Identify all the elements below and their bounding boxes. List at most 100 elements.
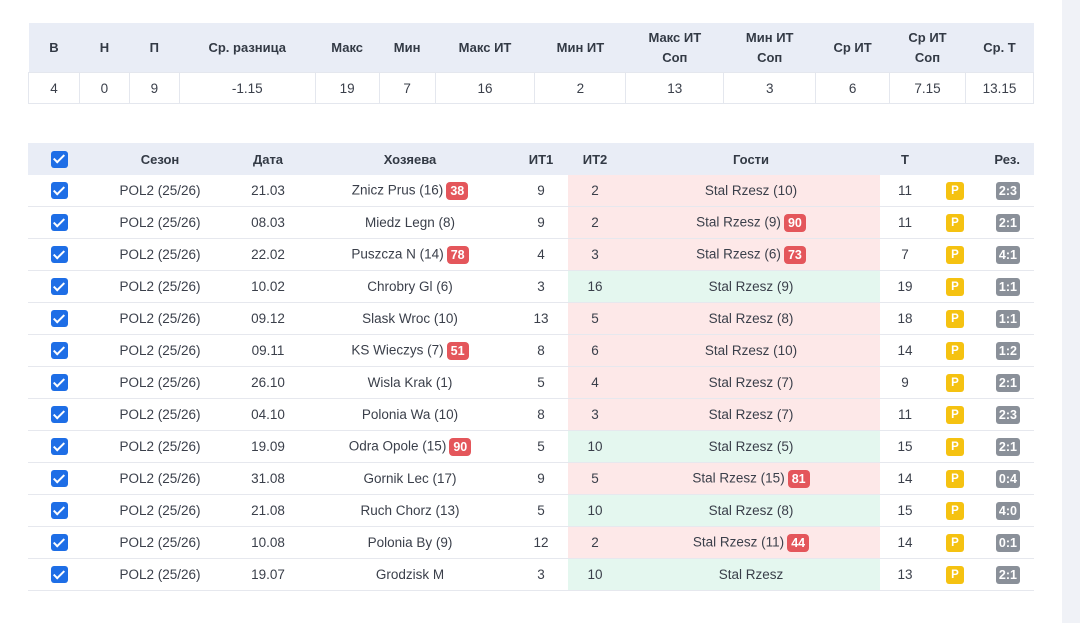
guest-team-name[interactable]: Stal Rzesz (7) — [708, 407, 794, 422]
result-badge[interactable]: 0:1 — [995, 533, 1020, 552]
row-guest[interactable]: Stal Rzesz (11) 44 — [622, 526, 880, 559]
table-row[interactable]: POL2 (25/26) 10.08 Polonia By (9) 12 2 Stal R… — [28, 526, 1034, 559]
guest-team-name[interactable]: Stal Rzesz (5) — [708, 439, 794, 454]
row-checkbox[interactable] — [28, 334, 90, 367]
guest-team-name[interactable]: Stal Rzesz (15) — [692, 470, 785, 486]
header-season[interactable]: Сезон — [90, 143, 230, 175]
row-guest[interactable]: Stal Rzesz (10) — [622, 334, 880, 367]
guest-team-name[interactable]: Stal Rzesz — [718, 567, 784, 582]
p-badge[interactable]: P — [946, 437, 964, 456]
p-badge[interactable]: P — [946, 469, 964, 488]
guest-team-name[interactable]: Stal Rzesz (6) — [696, 246, 781, 262]
row-guest[interactable]: Stal Rzesz (9) — [622, 270, 880, 303]
guest-team-name[interactable]: Stal Rzesz (11) — [692, 534, 785, 550]
row-home[interactable]: Odra Opole (15) 90 — [306, 430, 514, 463]
guest-team-name[interactable]: Stal Rzesz (8) — [708, 503, 794, 518]
home-team-name[interactable]: Grodzisk M — [375, 567, 445, 582]
header-it2[interactable]: ИТ2 — [568, 143, 622, 175]
result-badge[interactable]: 1:1 — [995, 277, 1020, 296]
row-home[interactable]: Chrobry Gl (6) — [306, 270, 514, 303]
header-result[interactable]: Рез. — [980, 143, 1034, 175]
home-team-name[interactable]: Polonia By (9) — [367, 535, 453, 550]
checkbox-checked-icon[interactable] — [50, 374, 68, 391]
row-guest[interactable]: Stal Rzesz (9) 90 — [622, 206, 880, 239]
home-team-name[interactable]: Chrobry Gl (6) — [367, 279, 453, 294]
home-team-name[interactable]: Slask Wroc (10) — [362, 311, 458, 326]
row-checkbox[interactable] — [28, 494, 90, 527]
p-badge[interactable]: P — [946, 181, 964, 200]
result-badge[interactable]: 2:1 — [995, 213, 1020, 232]
row-guest[interactable]: Stal Rzesz (7) — [622, 366, 880, 399]
row-home[interactable]: KS Wieczys (7) 51 — [306, 334, 514, 367]
result-badge[interactable]: 2:3 — [995, 405, 1020, 424]
table-row[interactable]: POL2 (25/26) 09.12 Slask Wroc (10) 13 5 Stal … — [28, 302, 1034, 335]
checkbox-checked-icon[interactable] — [50, 470, 68, 487]
result-badge[interactable]: 4:1 — [995, 245, 1020, 264]
result-badge[interactable]: 1:2 — [995, 341, 1020, 360]
home-team-name[interactable]: Wisla Krak (1) — [367, 375, 453, 390]
row-guest[interactable]: Stal Rzesz (6) 73 — [622, 238, 880, 271]
checkbox-checked-icon[interactable] — [50, 278, 68, 295]
home-team-name[interactable]: Polonia Wa (10) — [361, 407, 459, 422]
p-badge[interactable]: P — [946, 565, 964, 584]
row-guest[interactable]: Stal Rzesz (15) 81 — [622, 462, 880, 495]
guest-team-name[interactable]: Stal Rzesz (7) — [708, 375, 794, 390]
row-checkbox[interactable] — [28, 558, 90, 591]
checkbox-checked-icon[interactable] — [50, 502, 68, 519]
table-row[interactable]: POL2 (25/26) 04.10 Polonia Wa (10) 8 3 Stal R… — [28, 398, 1034, 431]
table-row[interactable]: POL2 (25/26) 08.03 Miedz Legn (8) 9 2 Stal Rz… — [28, 206, 1034, 239]
result-badge[interactable]: 4:0 — [995, 501, 1020, 520]
table-row[interactable]: POL2 (25/26) 21.08 Ruch Chorz (13) 5 10 Stal … — [28, 494, 1034, 527]
checkbox-checked-icon[interactable] — [50, 566, 68, 583]
row-guest[interactable]: Stal Rzesz (7) — [622, 398, 880, 431]
p-badge[interactable]: P — [946, 373, 964, 392]
header-home[interactable]: Хозяева — [306, 143, 514, 175]
checkbox-checked-icon[interactable] — [50, 310, 68, 327]
row-checkbox[interactable] — [28, 302, 90, 335]
result-badge[interactable]: 2:1 — [995, 437, 1020, 456]
row-checkbox[interactable] — [28, 430, 90, 463]
row-guest[interactable]: Stal Rzesz (5) — [622, 430, 880, 463]
row-home[interactable]: Miedz Legn (8) — [306, 206, 514, 239]
row-checkbox[interactable] — [28, 238, 90, 271]
home-team-name[interactable]: Miedz Legn (8) — [364, 215, 456, 230]
checkbox-checked-icon[interactable] — [50, 406, 68, 423]
row-checkbox[interactable] — [28, 206, 90, 239]
table-row[interactable]: POL2 (25/26) 22.02 Puszcza N (14) 78 4 3 Stal … — [28, 238, 1034, 271]
guest-team-name[interactable]: Stal Rzesz (10) — [704, 343, 798, 358]
row-guest[interactable]: Stal Rzesz — [622, 558, 880, 591]
checkbox-checked-icon[interactable] — [50, 438, 68, 455]
row-home[interactable]: Ruch Chorz (13) — [306, 494, 514, 527]
row-home[interactable]: Polonia Wa (10) — [306, 398, 514, 431]
p-badge[interactable]: P — [946, 213, 964, 232]
p-badge[interactable]: P — [946, 341, 964, 360]
home-team-name[interactable]: Odra Opole (15) — [348, 438, 447, 454]
p-badge[interactable]: P — [946, 405, 964, 424]
row-home[interactable]: Puszcza N (14) 78 — [306, 238, 514, 271]
guest-team-name[interactable]: Stal Rzesz (9) — [696, 214, 781, 230]
row-checkbox[interactable] — [28, 526, 90, 559]
table-row[interactable]: POL2 (25/26) 19.09 Odra Opole (15) 90 5 10 Sta… — [28, 430, 1034, 463]
checkbox-checked-icon[interactable] — [50, 214, 68, 231]
select-all-checkbox[interactable] — [28, 143, 90, 175]
p-badge[interactable]: P — [946, 277, 964, 296]
row-checkbox[interactable] — [28, 398, 90, 431]
row-guest[interactable]: Stal Rzesz (8) — [622, 302, 880, 335]
checkbox-checked-icon[interactable] — [50, 182, 68, 199]
table-row[interactable]: POL2 (25/26) 19.07 Grodzisk M 3 10 Stal Rzesz… — [28, 558, 1034, 591]
row-checkbox[interactable] — [28, 175, 90, 207]
home-team-name[interactable]: Ruch Chorz (13) — [360, 503, 460, 518]
header-total[interactable]: Т — [880, 143, 930, 175]
header-guests[interactable]: Гости — [622, 143, 880, 175]
home-team-name[interactable]: Gornik Lec (17) — [363, 471, 457, 486]
home-team-name[interactable]: KS Wieczys (7) — [351, 342, 444, 358]
result-badge[interactable]: 0:4 — [995, 469, 1020, 488]
result-badge[interactable]: 2:3 — [995, 181, 1020, 200]
row-guest[interactable]: Stal Rzesz (10) — [622, 175, 880, 207]
header-date[interactable]: Дата — [230, 143, 306, 175]
p-badge[interactable]: P — [946, 501, 964, 520]
checkbox-checked-icon[interactable] — [50, 534, 68, 551]
result-badge[interactable]: 2:1 — [995, 565, 1020, 584]
row-checkbox[interactable] — [28, 462, 90, 495]
home-team-name[interactable]: Znicz Prus (16) — [351, 182, 444, 198]
